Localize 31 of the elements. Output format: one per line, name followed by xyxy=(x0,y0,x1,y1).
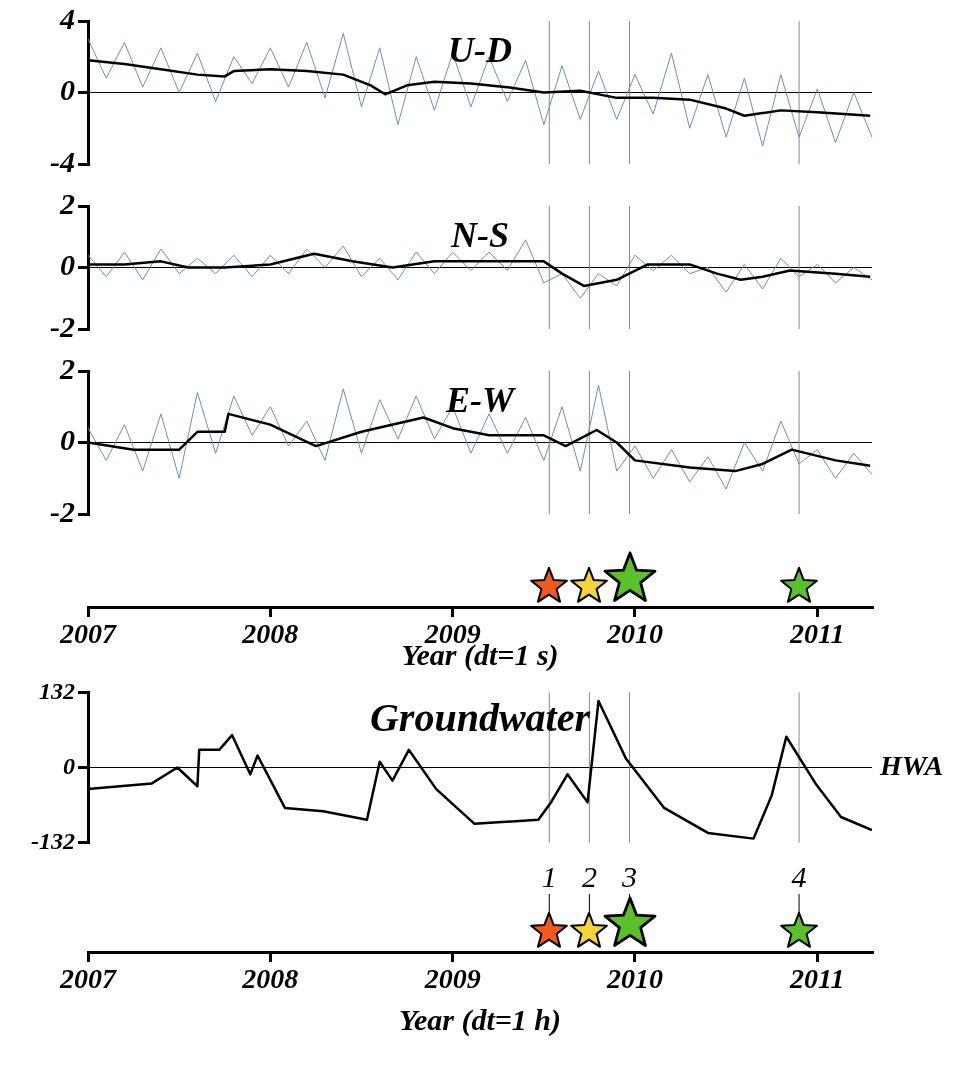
chart-title: Groundwater xyxy=(369,694,591,740)
y-tick-label: 0 xyxy=(60,73,75,107)
x-tick-label: 2011 xyxy=(789,618,845,650)
x-axis-title: Year (dt=1 h) xyxy=(398,1002,562,1037)
chart-title: N-S xyxy=(449,215,510,256)
x-tick-label: 2007 xyxy=(59,963,117,995)
x-tick-label: 2009 xyxy=(423,963,481,995)
y-tick-label: 0 xyxy=(60,248,75,282)
ref-line-label: HWA xyxy=(879,749,944,781)
x-tick-label: 2010 xyxy=(605,963,663,995)
x-tick-label: 2008 xyxy=(241,618,299,650)
x-tick-label: 2007 xyxy=(59,618,117,650)
y-tick-label: -4 xyxy=(50,144,75,178)
x-tick-label: 2011 xyxy=(789,963,845,995)
y-tick-label: 4 xyxy=(59,1,75,35)
y-tick-label: 132 xyxy=(39,677,75,704)
y-tick-label: 2 xyxy=(59,351,75,385)
y-tick-label: 2 xyxy=(59,186,75,220)
y-tick-label: 0 xyxy=(60,423,75,457)
y-tick-label: 0 xyxy=(63,752,75,779)
y-tick-label: -2 xyxy=(50,309,75,343)
text: 4 xyxy=(791,859,807,893)
chart-title: U-D xyxy=(448,30,512,71)
text: 3 xyxy=(621,859,638,893)
x-tick-label: 2008 xyxy=(241,963,299,995)
y-tick-label: -132 xyxy=(31,827,75,854)
y-tick-label: -2 xyxy=(50,494,75,528)
x-tick-label: 2010 xyxy=(605,618,663,650)
chart-title: E-W xyxy=(444,380,517,421)
text: 1 xyxy=(541,859,557,893)
text: 2 xyxy=(581,859,597,893)
